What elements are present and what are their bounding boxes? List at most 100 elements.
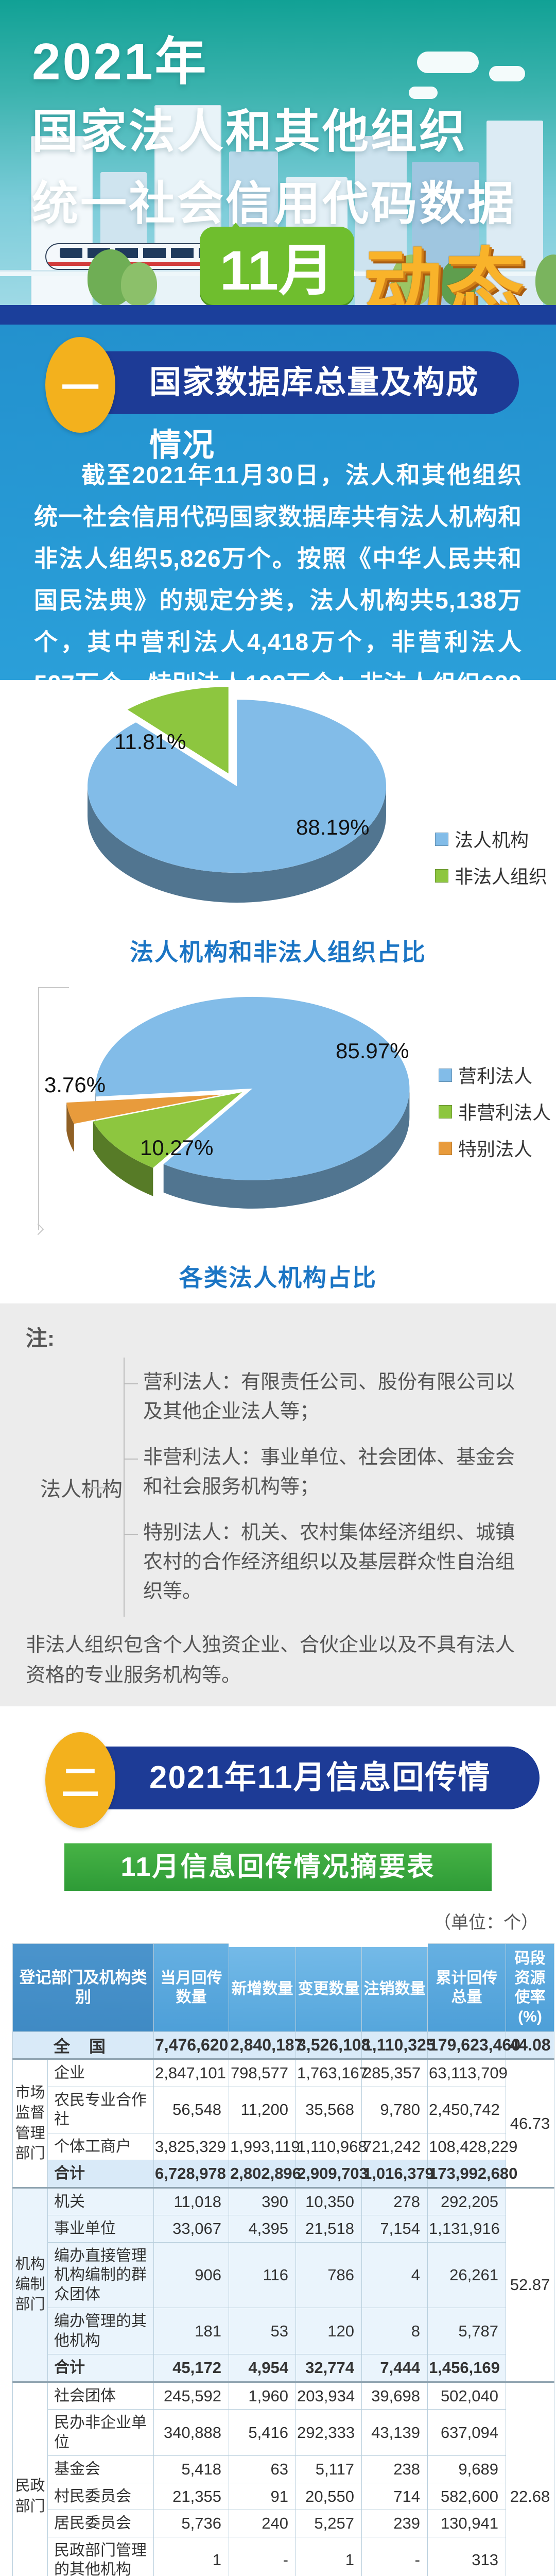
cell-value: 33,067 [153,2215,229,2243]
cell-value: 63 [229,2455,296,2483]
section1-paragraph: 截至2021年11月30日，法人和其他组织统一社会信用代码国家数据库共有法人机构… [34,462,522,781]
cell-value: 292,205 [427,2187,506,2216]
table-row: 居民委员会 5,736 240 5,257 239 130,941 [13,2510,554,2537]
pct-label: 11.81% [114,730,186,754]
cell-value: 786 [296,2242,362,2309]
cell-value: 4 [361,2242,428,2309]
legend-label: 非营利法人 [458,1101,551,1123]
table-row: 村民委员会 21,355 91 20,550 714 582,600 [13,2482,554,2511]
axis-guide-line [38,987,69,1230]
pie-slice [88,700,387,873]
cell-value: 45,172 [153,2354,229,2382]
col-header: 码段资源使率(%) [506,1943,554,2032]
cell-value: 1,763,167 [296,2058,368,2087]
cell-name: 编办直接管理机构编制的群众团体 [47,2242,154,2309]
hero-title-line3: 统一社会信用代码数据 [32,178,516,230]
cell-value: 11,200 [229,2086,296,2133]
cell-name: 机关 [47,2187,154,2216]
cell-value: 116 [229,2242,296,2309]
cell-value: 3,526,108 [296,2031,370,2060]
table-row: 民办非企业单位 340,888 5,416 292,333 43,139 637,094 [13,2409,554,2456]
section1-number-badge: 一 [45,337,115,433]
table-row: 机构编制部门 机关 11,018 390 10,350 278 292,205 52.87 [12,2187,554,2382]
pct-label: 85.97% [336,1039,409,1063]
pct-label: 10.27% [140,1136,214,1160]
cell-name: 农民专业合作社 [47,2086,154,2133]
cell-value: 5,787 [427,2308,506,2355]
cell-value: 5,416 [229,2409,296,2456]
note-item: 特别法人：机关、农村集体经济组织、城镇农村的合作经济组织以及基层群众性自治组织等… [125,1510,530,1615]
legend-pie-1: 法人机构 非法人组织 [435,828,547,902]
cell-value: 7,476,620 [153,2031,229,2060]
cell-value: 21,355 [153,2482,229,2511]
cell-name: 个体工商户 [47,2132,154,2161]
section1-banner: 国家数据库总量及构成情况 一 [45,337,519,463]
cell-value: 4,395 [229,2215,296,2243]
cloud-icon [409,87,438,99]
cell-value: 313 [427,2536,506,2576]
tree-icon [391,255,432,306]
cell-value: 173,992,680 [427,2160,517,2188]
cell-value: 43,139 [361,2409,428,2456]
cell-value: 203,934 [296,2381,362,2410]
legend-item: 营利法人 [439,1064,551,1089]
cell-value: 56,548 [153,2086,229,2133]
cell-value: 7,154 [361,2215,428,2243]
section2-number-badge: 二 [45,1732,115,1828]
cell-name: 合计 [47,2354,154,2382]
cell-value: 9,780 [361,2086,428,2133]
cell-value: 4,954 [229,2354,296,2382]
note-panel: 注: 法人机构 营利法人：有限责任公司、股份有限公司以及其他企业法人等； 非营利法… [0,1303,556,1706]
table-row: 编办管理的其他机构 181 53 120 8 5,787 [13,2308,554,2355]
hero-title-line2: 国家法人和其他组织 [32,106,467,158]
cell-rate: 44.08 [506,2031,554,2060]
col-header: 登记部门及机构类别 [12,1943,154,2032]
unit-note: （单位：个） [433,1912,538,1933]
pie-slice [88,786,386,903]
pct-label: 88.19% [296,815,370,839]
pie-slice [127,687,229,774]
cell-value: 53 [229,2308,296,2355]
cell-name: 事业单位 [47,2215,154,2243]
cell-name: 企业 [47,2058,154,2087]
table-row: 编办直接管理机构编制的群众团体 906 116 786 4 26,261 [13,2242,554,2309]
cell-name: 编办管理的其他机构 [47,2308,154,2355]
pie-slice [163,1088,410,1209]
summary-table: 登记部门及机构类别 当月回传数量 新增数量 变更数量 注销数量 累计回传总量 码段资源使率(… [12,1940,554,2576]
cell-value: 2,847,101 [153,2058,229,2087]
cell-value: 5,117 [296,2455,362,2483]
cell-value: 637,094 [427,2409,506,2456]
pie-slice [66,1094,223,1124]
pie2-caption: 各类法人机构占比 [179,1264,377,1291]
cell-value: 1,110,325 [361,2031,436,2060]
cell-value: 179,623,460 [427,2031,520,2060]
section-feedback: 2021年11月信息回传情况 二 11月信息回传情况摘要表 （单位：个） [0,1706,556,1934]
table-title-ribbon-wrap: 11月信息回传情况摘要表 [0,1843,556,1891]
col-header: 注销数量 [361,1940,428,2032]
pct-label: 3.76% [44,1073,106,1097]
cell-value: 120 [296,2308,362,2355]
cell-value: 130,941 [427,2510,506,2537]
cell-name: 民政部门管理的其他机构 [47,2536,154,2576]
cell-value: 3,825,329 [153,2132,229,2161]
cell-value: 1 [296,2536,362,2576]
cell-name: 合计 [47,2160,154,2188]
cell-value: 238 [361,2455,428,2483]
cell-value: 5,736 [153,2510,229,2537]
note-item: 非营利法人：事业单位、社会团体、基金会和社会服务机构等； [125,1435,530,1510]
cell-value: 5,418 [153,2455,229,2483]
col-header: 变更数量 [296,1940,362,2032]
cell-value: 7,444 [361,2354,428,2382]
legend-label: 特别法人 [458,1138,533,1160]
table-row-national: 全 国 7,476,620 2,840,187 3,526,108 1,110,325 1… [12,2031,554,2060]
table-title-ribbon: 11月信息回传情况摘要表 [64,1843,492,1891]
cell-value: 2,802,896 [229,2160,301,2188]
legend-item: 特别法人 [439,1138,551,1162]
note-diagram: 法人机构 营利法人：有限责任公司、股份有限公司以及其他企业法人等； 非营利法人：事… [26,1358,530,1617]
pie-slice [93,1121,153,1196]
cell-value: 1,131,916 [427,2215,506,2243]
legend-swatch [435,869,448,883]
cell-value: - [361,2536,428,2576]
col-header: 新增数量 [229,1940,296,2032]
